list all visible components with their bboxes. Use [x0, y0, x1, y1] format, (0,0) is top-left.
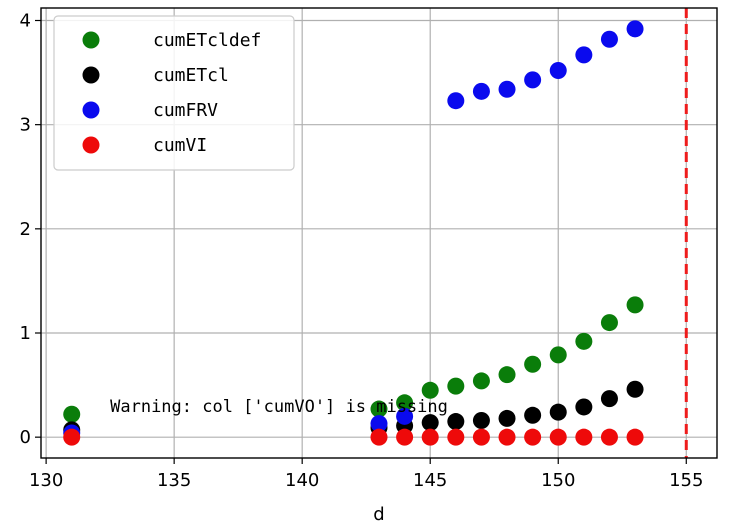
point-cumVI [626, 428, 644, 446]
point-cumETcldef [63, 405, 81, 423]
point-cumETcldef [524, 355, 542, 373]
point-cumETcldef [447, 377, 465, 395]
point-cumVI [63, 428, 81, 446]
x-tick-label: 135 [157, 470, 191, 491]
point-cumETcl [575, 398, 593, 416]
y-tick-label: 0 [20, 427, 31, 448]
legend-label-cumETcl: cumETcl [153, 65, 229, 86]
legend: cumETcldef cumETcl cumFRV cumVI [53, 15, 295, 171]
point-cumETcldef [600, 314, 618, 332]
point-cumETcl [421, 414, 439, 432]
legend-label-cumETcldef: cumETcldef [153, 30, 261, 51]
axis-ticks: 130 135 140 145 150 155 0 1 2 3 4 [20, 11, 704, 492]
point-cumETcldef [421, 381, 439, 399]
legend-label-cumFRV: cumFRV [153, 100, 218, 121]
point-cumVI [447, 428, 465, 446]
point-cumETcl [600, 390, 618, 408]
legend-marker-cumETcl [82, 66, 100, 84]
legend-marker-cumVI [82, 136, 100, 154]
data-points [63, 20, 644, 446]
point-cumFRV [575, 46, 593, 64]
point-cumETcldef [396, 394, 414, 412]
point-cumVI [472, 428, 490, 446]
y-tick-label: 1 [20, 323, 31, 344]
point-cumETcl [498, 409, 516, 427]
point-cumFRV [549, 62, 567, 79]
point-cumFRV [370, 415, 388, 433]
point-cumVI [498, 428, 516, 446]
x-tick-label: 155 [669, 470, 703, 491]
point-cumVI [396, 428, 414, 446]
plot-frame [40, 7, 718, 459]
legend-marker-cumETcldef [82, 31, 100, 49]
point-cumFRV [626, 20, 644, 38]
x-tick-label: 130 [29, 470, 63, 491]
point-cumFRV [524, 71, 542, 89]
legend-box [53, 15, 295, 171]
point-cumETcl [524, 406, 542, 424]
point-cumETcldef [575, 332, 593, 350]
point-cumFRV [447, 92, 465, 110]
legend-marker-cumFRV [82, 101, 100, 119]
point-cumFRV [472, 82, 490, 100]
point-cumVI [370, 428, 388, 446]
point-cumVI [421, 428, 439, 446]
y-tick-label: 3 [20, 115, 31, 136]
point-cumFRV [498, 80, 516, 98]
point-cumFRV [396, 407, 414, 425]
y-tick-label: 2 [20, 219, 31, 240]
y-tick-label: 4 [20, 11, 31, 32]
point-cumFRV [600, 30, 618, 48]
warning-annotation: Warning: col ['cumVO'] is missing [110, 397, 448, 417]
point-cumETcldef [370, 400, 388, 418]
legend-label-cumVI: cumVI [153, 135, 207, 156]
point-cumVI [549, 428, 567, 446]
x-tick-label: 140 [285, 470, 319, 491]
grid [41, 8, 717, 458]
point-cumETcldef [472, 372, 490, 390]
point-cumVI [524, 428, 542, 446]
point-cumETcl [447, 413, 465, 431]
point-cumETcl [472, 412, 490, 429]
point-cumVI [575, 428, 593, 446]
point-cumVI [600, 428, 618, 446]
point-cumETcldef [498, 366, 516, 384]
point-cumETcldef [549, 346, 567, 364]
x-tick-label: 145 [413, 470, 447, 491]
point-cumETcl [626, 380, 644, 398]
x-axis-label: d [373, 504, 384, 525]
point-cumETcldef [626, 296, 644, 314]
x-tick-label: 150 [541, 470, 575, 491]
point-cumETcl [549, 403, 567, 421]
